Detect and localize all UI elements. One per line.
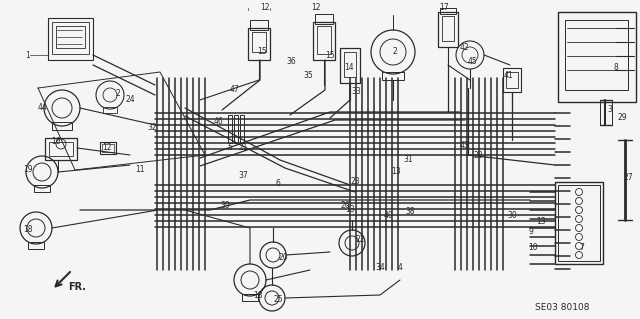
Bar <box>340 48 360 83</box>
Bar <box>252 32 266 52</box>
Bar <box>600 100 612 125</box>
Text: 13: 13 <box>536 218 546 226</box>
Bar <box>28 242 44 249</box>
Circle shape <box>575 197 582 204</box>
Text: 15: 15 <box>257 48 267 56</box>
Bar <box>56 26 85 48</box>
Text: 14: 14 <box>344 63 354 72</box>
Bar <box>49 142 73 156</box>
Text: 10: 10 <box>528 243 538 253</box>
Text: 16: 16 <box>51 137 61 146</box>
Bar <box>250 20 268 30</box>
Text: 20: 20 <box>278 254 288 263</box>
Text: 12: 12 <box>260 4 269 12</box>
Bar <box>234 115 238 143</box>
Bar <box>317 26 331 54</box>
Text: 41: 41 <box>503 70 513 79</box>
Text: 5: 5 <box>228 144 232 152</box>
Text: 4: 4 <box>397 263 403 272</box>
Bar <box>48 18 93 60</box>
Bar <box>45 138 77 160</box>
Text: 18: 18 <box>253 291 263 300</box>
Text: 31: 31 <box>403 155 413 165</box>
Text: 35: 35 <box>303 70 313 79</box>
Text: 21: 21 <box>238 144 248 152</box>
Text: 46: 46 <box>213 117 223 127</box>
Text: 19: 19 <box>23 166 33 174</box>
Text: 30: 30 <box>507 211 517 219</box>
Circle shape <box>575 251 582 258</box>
Text: 15: 15 <box>325 50 335 60</box>
Text: 26: 26 <box>340 201 350 210</box>
Text: 44: 44 <box>37 102 47 112</box>
Bar <box>344 52 356 77</box>
Circle shape <box>575 225 582 232</box>
Text: 3: 3 <box>607 106 612 115</box>
Text: 37: 37 <box>238 170 248 180</box>
Bar <box>503 68 521 92</box>
Text: 12: 12 <box>311 4 321 12</box>
Text: 2: 2 <box>392 48 397 56</box>
Bar <box>440 8 456 14</box>
Bar <box>52 122 72 130</box>
Text: 24: 24 <box>125 95 135 105</box>
Bar <box>103 107 117 113</box>
Text: 9: 9 <box>529 227 533 236</box>
Text: 13: 13 <box>345 205 355 214</box>
Bar <box>52 22 89 54</box>
Text: 8: 8 <box>614 63 618 72</box>
Text: 39: 39 <box>220 201 230 210</box>
Text: SE03 80108: SE03 80108 <box>535 303 589 313</box>
Text: 34: 34 <box>375 263 385 271</box>
Text: 11: 11 <box>135 166 145 174</box>
Text: 45: 45 <box>467 57 477 66</box>
Bar <box>315 14 333 24</box>
Text: 13: 13 <box>391 167 401 176</box>
Bar <box>555 182 603 264</box>
Bar <box>382 72 404 80</box>
Text: 27: 27 <box>623 174 633 182</box>
Text: 32: 32 <box>147 123 157 132</box>
Text: 38: 38 <box>405 207 415 217</box>
Text: 29: 29 <box>617 114 627 122</box>
Text: 12: 12 <box>102 143 112 152</box>
Text: 23: 23 <box>350 177 360 187</box>
Text: FR.: FR. <box>68 282 86 292</box>
Circle shape <box>575 234 582 241</box>
Text: 22: 22 <box>355 235 365 244</box>
Text: 43: 43 <box>459 140 469 150</box>
Bar <box>228 115 232 143</box>
Bar <box>565 20 628 90</box>
Circle shape <box>575 242 582 249</box>
Text: 36: 36 <box>286 57 296 66</box>
Text: 18: 18 <box>23 226 33 234</box>
Bar <box>242 294 258 301</box>
Text: 1: 1 <box>26 50 30 60</box>
Bar <box>558 12 636 102</box>
Text: 42: 42 <box>459 43 469 53</box>
Bar <box>102 144 114 152</box>
Text: 28: 28 <box>473 151 483 160</box>
Circle shape <box>575 189 582 196</box>
Bar <box>506 72 518 88</box>
Bar <box>558 185 600 261</box>
Text: 6: 6 <box>276 179 280 188</box>
Text: 7: 7 <box>580 242 584 251</box>
Text: 47: 47 <box>230 85 240 94</box>
Bar <box>313 22 335 60</box>
Bar <box>248 28 270 60</box>
Bar <box>442 16 454 41</box>
Bar <box>34 185 50 192</box>
Circle shape <box>575 216 582 222</box>
Circle shape <box>575 206 582 213</box>
Text: 25: 25 <box>273 295 283 305</box>
Text: 33: 33 <box>351 87 361 97</box>
Bar <box>240 115 244 143</box>
Text: 17: 17 <box>439 4 449 12</box>
Text: 40: 40 <box>383 211 393 219</box>
Bar <box>100 142 116 154</box>
Bar <box>438 12 458 47</box>
Text: 2: 2 <box>116 88 120 98</box>
